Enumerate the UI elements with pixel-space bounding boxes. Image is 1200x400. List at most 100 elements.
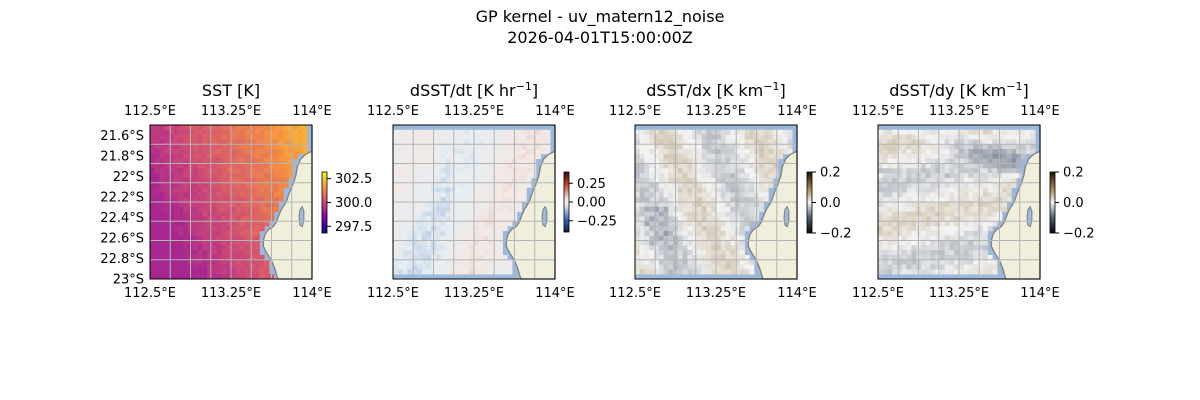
heatmap-cell	[1001, 149, 1007, 155]
heatmap-cell	[701, 245, 707, 251]
heatmap-cell	[1006, 163, 1012, 169]
heatmap-cell	[207, 125, 213, 131]
heatmap-cell	[178, 163, 184, 169]
heatmap-cell	[968, 250, 974, 256]
heatmap-cell	[164, 230, 170, 236]
heatmap-cell	[692, 230, 698, 236]
heatmap-cell	[283, 163, 289, 169]
heatmap-cell	[412, 144, 418, 150]
heatmap-cell	[639, 230, 645, 236]
heatmap-cell	[925, 250, 931, 256]
heatmap-cell	[226, 240, 232, 246]
heatmap-cell	[749, 206, 755, 212]
heatmap-cell	[397, 129, 403, 135]
heatmap-cell	[677, 221, 683, 227]
heatmap-cell	[240, 187, 246, 193]
heatmap-cell	[639, 163, 645, 169]
heatmap-cell	[911, 144, 917, 150]
heatmap-cell	[231, 129, 237, 135]
heatmap-cell	[211, 144, 217, 150]
heatmap-cell	[488, 173, 494, 179]
heatmap-cell	[897, 153, 903, 159]
heatmap-cell	[250, 230, 256, 236]
heatmap-cell	[654, 226, 660, 232]
heatmap-cell	[164, 206, 170, 212]
heatmap-cell	[1030, 149, 1036, 155]
heatmap-cell	[207, 216, 213, 222]
heatmap-cell	[440, 235, 446, 241]
heatmap-cell	[407, 139, 413, 145]
x-tick-label-bottom: 113.25°E	[929, 286, 989, 301]
heatmap-cell	[474, 168, 480, 174]
heatmap-cell	[416, 134, 422, 140]
heatmap-cell	[393, 250, 399, 256]
heatmap-cell	[649, 235, 655, 241]
heatmap-cell	[150, 264, 156, 270]
heatmap-cell	[407, 134, 413, 140]
heatmap-cell	[1016, 139, 1022, 145]
heatmap-cell	[658, 259, 664, 265]
heatmap-cell	[173, 269, 179, 275]
heatmap-cell	[878, 144, 884, 150]
heatmap-cell	[982, 187, 988, 193]
heatmap-cell	[435, 129, 441, 135]
heatmap-cell	[393, 221, 399, 227]
heatmap-cell	[982, 202, 988, 208]
heatmap-cell	[202, 197, 208, 203]
heatmap-cell	[687, 211, 693, 217]
heatmap-cell	[278, 134, 284, 140]
heatmap-cell	[240, 274, 246, 280]
heatmap-cell	[211, 163, 217, 169]
heatmap-cell	[488, 259, 494, 265]
heatmap-cell	[906, 206, 912, 212]
heatmap-cell	[231, 187, 237, 193]
heatmap-cell	[450, 221, 456, 227]
heatmap-cell	[982, 211, 988, 217]
heatmap-cell	[469, 206, 475, 212]
heatmap-cell	[493, 202, 499, 208]
heatmap-cell	[696, 259, 702, 265]
heatmap-cell	[159, 134, 165, 140]
heatmap-cell	[677, 168, 683, 174]
heatmap-cell	[925, 269, 931, 275]
heatmap-cell	[887, 158, 893, 164]
heatmap-cell	[197, 129, 203, 135]
heatmap-cell	[150, 211, 156, 217]
heatmap-cell	[654, 139, 660, 145]
heatmap-cell	[730, 134, 736, 140]
heatmap-cell	[302, 134, 308, 140]
heatmap-cell	[944, 153, 950, 159]
heatmap-cell	[954, 158, 960, 164]
heatmap-cell	[207, 158, 213, 164]
heatmap-cell	[464, 153, 470, 159]
heatmap-cell	[949, 235, 955, 241]
heatmap-cell	[221, 173, 227, 179]
heatmap-cell	[516, 158, 522, 164]
heatmap-cell	[259, 149, 265, 155]
heatmap-cell	[221, 168, 227, 174]
heatmap-cell	[207, 173, 213, 179]
heatmap-cell	[982, 259, 988, 265]
heatmap-cell	[944, 177, 950, 184]
heatmap-cell	[930, 264, 936, 270]
heatmap-cell	[402, 245, 408, 251]
heatmap-cell	[744, 206, 750, 212]
heatmap-cell	[454, 168, 460, 174]
heatmap-cell	[897, 134, 903, 140]
heatmap-cell	[749, 158, 755, 164]
heatmap-cell	[992, 221, 998, 227]
heatmap-cell	[987, 197, 993, 203]
heatmap-cell	[211, 149, 217, 155]
heatmap-cell	[639, 206, 645, 212]
heatmap-cell	[654, 221, 660, 227]
heatmap-cell	[273, 168, 279, 174]
heatmap-cell	[973, 206, 979, 212]
heatmap-cell	[706, 158, 712, 164]
heatmap-cell	[696, 173, 702, 179]
heatmap-cell	[973, 129, 979, 135]
heatmap-cell	[507, 182, 513, 188]
heatmap-cell	[649, 129, 655, 135]
heatmap-cell	[169, 250, 175, 256]
heatmap-cell	[464, 206, 470, 212]
heatmap-cell	[1016, 163, 1022, 169]
